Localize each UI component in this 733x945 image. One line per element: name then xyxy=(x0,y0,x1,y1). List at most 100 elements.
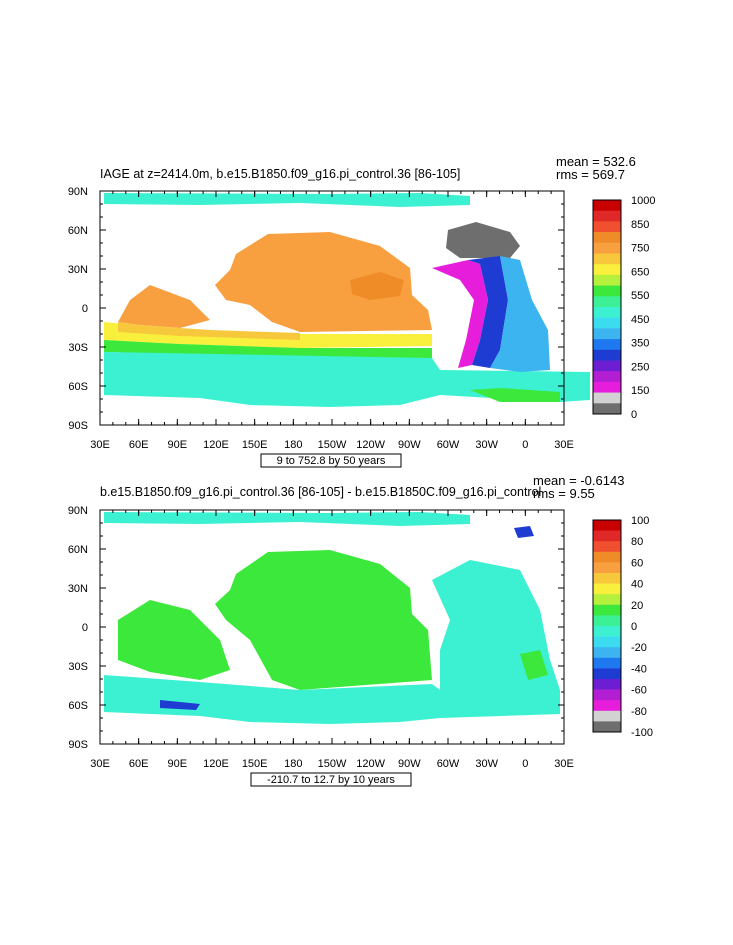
colorbar-swatch xyxy=(593,210,621,222)
colorbar: 1000 850 750 650 550 450 350 250 150 0 xyxy=(592,195,655,421)
map-area: 100 80 60 40 20 0 -20 -40 -60 -80 -100 30E 60E 90E 12… xyxy=(68,505,653,770)
atlantic-green-patch xyxy=(520,650,548,680)
y-tick-label: 30S xyxy=(68,661,88,673)
x-tick-label: 60E xyxy=(129,758,149,770)
colorbar-swatch xyxy=(593,583,621,595)
colorbar-swatch xyxy=(593,232,621,244)
y-tick-label: 90N xyxy=(68,505,88,517)
colorbar-swatch xyxy=(593,392,621,404)
x-axis-labels: 30E 60E 90E 120E 150E 180 150W 120W 90W 60W 30W 0 30… xyxy=(90,758,574,770)
x-tick-label: 30E xyxy=(554,439,574,451)
atlantic-blue xyxy=(468,256,508,368)
colorbar-label: -40 xyxy=(631,663,647,675)
pacific-green xyxy=(215,550,432,690)
x-tick-label: 30E xyxy=(90,758,110,770)
colorbar-swatch xyxy=(593,221,621,233)
pacific-core xyxy=(350,272,404,300)
y-axis-labels: 90N 60N 30N 0 30S 60S 90S xyxy=(68,186,88,432)
colorbar-label: -80 xyxy=(631,706,647,718)
panel-age: IAGE at z=2414.0m, b.e15.B1850.f09_g16.p… xyxy=(68,154,656,468)
colorbar-swatch xyxy=(593,689,621,701)
colorbar-swatch xyxy=(593,700,621,712)
indian-orange xyxy=(118,285,210,328)
y-tick-label: 60S xyxy=(68,700,88,712)
colorbar-swatch xyxy=(593,551,621,563)
y-tick-label: 90S xyxy=(68,420,88,432)
range-label: -210.7 to 12.7 by 10 years xyxy=(267,774,395,786)
x-tick-label: 0 xyxy=(522,439,528,451)
colorbar-swatch xyxy=(593,242,621,254)
x-tick-label: 180 xyxy=(284,439,302,451)
y-tick-label: 30N xyxy=(68,264,88,276)
x-tick-label: 90W xyxy=(398,758,421,770)
band-cyan xyxy=(104,352,590,407)
colorbar-swatch xyxy=(593,360,621,372)
colorbar-label: 350 xyxy=(631,338,649,350)
y-tick-label: 60N xyxy=(68,225,88,237)
colorbar-label: 250 xyxy=(631,361,649,373)
colorbar-swatch xyxy=(593,721,621,733)
colorbar-label: 60 xyxy=(631,557,643,569)
y-tick-label: 90N xyxy=(68,186,88,198)
map-area: 1000 850 750 650 550 450 350 250 150 0 30E 60E 90E 1… xyxy=(68,186,656,451)
range-label: 9 to 752.8 by 50 years xyxy=(277,455,386,467)
atlantic-green xyxy=(470,388,560,402)
colorbar-swatch xyxy=(593,307,621,318)
x-tick-label: 120E xyxy=(203,439,229,451)
y-tick-label: 0 xyxy=(82,303,88,315)
x-tick-label: 0 xyxy=(522,758,528,770)
colorbar-label: 80 xyxy=(631,536,643,548)
colorbar-swatch xyxy=(593,615,621,627)
colorbar-swatch xyxy=(593,371,621,383)
arctic-ocean xyxy=(104,193,470,207)
colorbar-label: 0 xyxy=(631,621,637,633)
atlantic-lightblue xyxy=(490,256,550,372)
arctic-ocean xyxy=(104,512,470,526)
rms-label: rms = 9.55 xyxy=(533,486,595,501)
axis-ticks xyxy=(99,509,565,745)
x-tick-label: 60E xyxy=(129,439,149,451)
colorbar-label: 20 xyxy=(631,600,643,612)
colorbar-swatch xyxy=(593,403,621,415)
colorbar-swatch xyxy=(593,636,621,648)
y-tick-label: 60N xyxy=(68,544,88,556)
colorbar-label: 0 xyxy=(631,409,637,421)
colorbar-swatch xyxy=(593,710,621,722)
colorbar-label: 550 xyxy=(631,290,649,302)
x-tick-label: 120W xyxy=(356,439,385,451)
x-tick-label: 150E xyxy=(242,439,268,451)
colorbar-swatch xyxy=(593,381,621,393)
colorbar-swatch xyxy=(593,657,621,669)
colorbar-label: -100 xyxy=(631,727,653,739)
mean-label: mean = 532.6 xyxy=(556,154,636,169)
x-tick-label: 120E xyxy=(203,758,229,770)
panel-diff: b.e15.B1850.f09_g16.pi_control.36 [86-10… xyxy=(68,473,653,787)
colorbar-swatch xyxy=(593,285,621,297)
colorbar-swatch xyxy=(593,530,621,542)
x-tick-label: 150W xyxy=(318,439,347,451)
indian-green xyxy=(118,600,230,680)
colorbar-frame xyxy=(592,519,622,733)
x-tick-label: 150E xyxy=(242,758,268,770)
colorbar-swatch xyxy=(593,274,621,286)
colorbar-swatch xyxy=(593,253,621,265)
southern-blue xyxy=(160,700,200,710)
colorbar-swatch xyxy=(593,339,621,351)
colorbar-label: 150 xyxy=(631,385,649,397)
panel-title: IAGE at z=2414.0m, b.e15.B1850.f09_g16.p… xyxy=(100,167,460,181)
southern-cyan xyxy=(104,675,560,724)
colorbar-label: 450 xyxy=(631,314,649,326)
colorbar-swatch xyxy=(593,296,621,308)
colorbar-swatch xyxy=(593,679,621,690)
colorbar-swatch xyxy=(593,264,621,276)
colorbar-label: 650 xyxy=(631,266,649,278)
range-box xyxy=(260,453,402,468)
colorbar-label: 1000 xyxy=(631,195,655,207)
y-tick-label: 30N xyxy=(68,583,88,595)
x-tick-label: 90W xyxy=(398,439,421,451)
colorbar-label: 100 xyxy=(631,515,649,527)
y-axis-labels: 90N 60N 30N 0 30S 60S 90S xyxy=(68,505,88,751)
y-tick-label: 60S xyxy=(68,381,88,393)
colorbar-label: 40 xyxy=(631,579,643,591)
